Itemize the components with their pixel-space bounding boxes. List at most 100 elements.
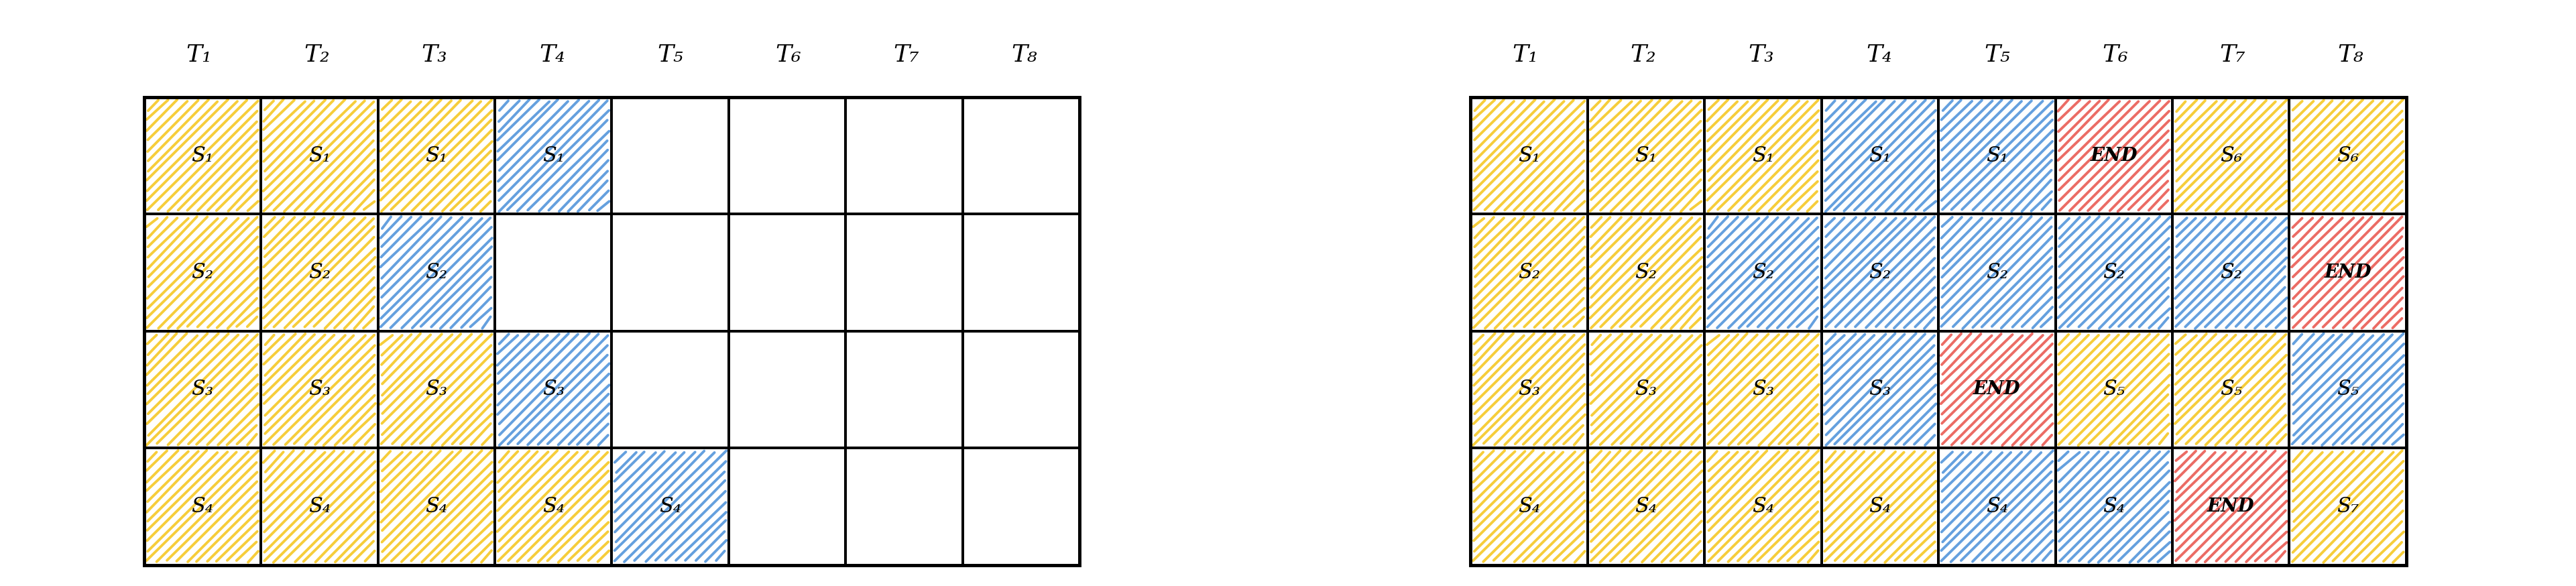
Bar (495, 331, 613, 448)
Bar (379, 331, 495, 448)
Bar (1705, 331, 1821, 448)
Bar (495, 97, 613, 214)
Bar (1471, 448, 1587, 565)
Bar (144, 331, 260, 448)
Bar (1471, 97, 1587, 214)
Bar (260, 331, 379, 448)
Bar (144, 97, 260, 214)
Bar (1705, 97, 1821, 214)
Bar (963, 331, 1079, 448)
Bar (963, 448, 1079, 565)
Bar (2290, 214, 2406, 331)
Text: S₄: S₄ (425, 496, 448, 517)
Bar (845, 97, 963, 214)
Bar (260, 448, 379, 565)
Text: S₅: S₅ (2221, 379, 2241, 400)
Text: T₁: T₁ (1512, 44, 1538, 67)
Text: T₅: T₅ (657, 44, 683, 67)
Bar (2172, 331, 2290, 448)
Bar (1587, 97, 1705, 214)
Text: S₅: S₅ (2102, 379, 2125, 400)
Bar (2172, 97, 2290, 214)
Text: S₂: S₂ (2102, 262, 2125, 283)
Text: T₈: T₈ (1010, 44, 1038, 67)
Bar (1471, 214, 1587, 331)
Bar (379, 448, 495, 565)
Text: S₁: S₁ (1636, 145, 1656, 166)
Bar (495, 214, 613, 331)
Bar (1705, 97, 1821, 214)
Bar (495, 448, 613, 565)
Bar (1587, 97, 1705, 214)
Text: S₄: S₄ (2102, 496, 2125, 517)
Text: S₃: S₃ (309, 379, 330, 400)
Text: S₅: S₅ (2336, 379, 2360, 400)
Bar (1471, 97, 2406, 565)
Bar (1821, 448, 1937, 565)
Text: S₂: S₂ (309, 262, 330, 283)
Bar (2290, 97, 2406, 214)
Bar (1821, 331, 1937, 448)
Bar (1821, 97, 1937, 214)
Text: END: END (2208, 498, 2254, 516)
Bar (379, 448, 495, 565)
Bar (1471, 331, 1587, 448)
Bar (1821, 331, 1937, 448)
Bar (2056, 214, 2172, 331)
Bar (2290, 214, 2406, 331)
Text: S₃: S₃ (1868, 379, 1891, 400)
Text: S₂: S₂ (191, 262, 214, 283)
Bar (144, 448, 260, 565)
Bar (2172, 97, 2290, 214)
Bar (260, 214, 379, 331)
Text: S₆: S₆ (2221, 145, 2241, 166)
Text: S₃: S₃ (1636, 379, 1656, 400)
Bar (1587, 331, 1705, 448)
Bar (845, 331, 963, 448)
Bar (729, 97, 845, 214)
Bar (2056, 214, 2172, 331)
Bar (495, 331, 613, 448)
Text: S₂: S₂ (1636, 262, 1656, 283)
Bar (2290, 97, 2406, 214)
Bar (379, 97, 495, 214)
Bar (845, 448, 963, 565)
Bar (729, 214, 845, 331)
Text: T₃: T₃ (1749, 44, 1775, 67)
Text: T₅: T₅ (1984, 44, 2009, 67)
Text: S₂: S₂ (1986, 262, 2009, 283)
Bar (729, 97, 845, 214)
Bar (845, 214, 963, 331)
Text: T₆: T₆ (2102, 44, 2128, 67)
Text: T₃: T₃ (422, 44, 448, 67)
Bar (379, 214, 495, 331)
Bar (495, 97, 613, 214)
Bar (2056, 448, 2172, 565)
Bar (729, 448, 845, 565)
Text: S₂: S₂ (425, 262, 448, 283)
Text: S₁: S₁ (541, 145, 564, 166)
Text: T₄: T₄ (1865, 44, 1891, 67)
Bar (613, 331, 729, 448)
Bar (144, 448, 260, 565)
Bar (1471, 448, 1587, 565)
Bar (1471, 331, 1587, 448)
Text: S₄: S₄ (1517, 496, 1540, 517)
Bar (613, 448, 729, 565)
Bar (2056, 331, 2172, 448)
Bar (2056, 448, 2172, 565)
Bar (1937, 331, 2056, 448)
Text: S₁: S₁ (1517, 145, 1540, 166)
Text: S₄: S₄ (659, 496, 683, 517)
Bar (613, 214, 729, 331)
Bar (729, 331, 845, 448)
Bar (379, 331, 495, 448)
Bar (845, 214, 963, 331)
Text: END: END (1973, 380, 2020, 398)
Bar (2172, 214, 2290, 331)
Bar (963, 214, 1079, 331)
Bar (2172, 214, 2290, 331)
Bar (613, 331, 729, 448)
Text: S₁: S₁ (191, 145, 214, 166)
Text: S₁: S₁ (1868, 145, 1891, 166)
